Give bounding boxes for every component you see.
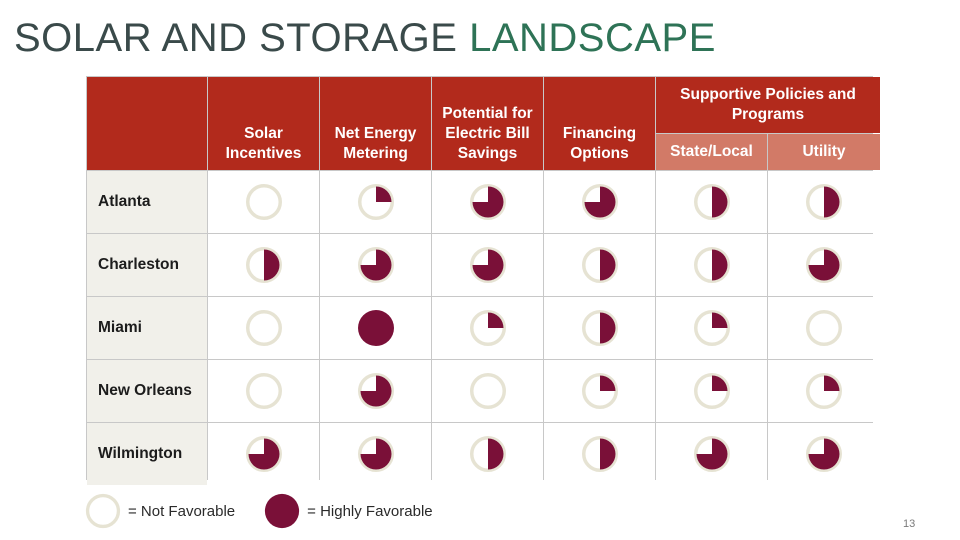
harvey-ball-icon	[581, 184, 618, 220]
rating-cell-net-energy-metering	[320, 360, 431, 422]
rating-cell-financing-options	[544, 297, 655, 359]
empty-ball-icon	[85, 493, 121, 529]
row-label: Charleston	[87, 234, 207, 296]
harvey-ball-icon	[469, 436, 506, 472]
harvey-ball-icon	[469, 373, 506, 409]
ratings-table: Solar Incentives Net Energy Metering Pot…	[86, 76, 880, 485]
harvey-ball-icon	[693, 373, 730, 409]
row-label: Wilmington	[87, 423, 207, 485]
slide-title: SOLAR AND STORAGE LANDSCAPE	[14, 14, 716, 62]
harvey-ball-icon	[806, 310, 842, 346]
legend-not-favorable-label: = Not Favorable	[128, 502, 236, 520]
legend-highly-favorable: = Highly Favorable	[263, 492, 433, 530]
header-financing-options: Financing Options	[544, 77, 655, 170]
header-solar-incentives: Solar Incentives	[208, 77, 319, 170]
full-ball-icon	[265, 493, 300, 529]
highly-favorable-icon	[263, 492, 301, 530]
header-net-energy-metering: Net Energy Metering	[320, 77, 431, 170]
row-label: New Orleans	[87, 360, 207, 422]
row-label: Miami	[87, 297, 207, 359]
rating-cell-solar-incentives	[208, 297, 319, 359]
header-state-local: State/Local	[656, 134, 767, 170]
harvey-ball-icon	[581, 247, 618, 283]
harvey-ball-icon	[245, 247, 282, 283]
rating-cell-net-energy-metering	[320, 171, 431, 233]
not-favorable-icon	[84, 492, 122, 530]
rating-cell-potential-savings	[432, 423, 543, 485]
harvey-ball-icon	[469, 247, 506, 283]
harvey-ball-icon	[357, 184, 394, 220]
harvey-ball-icon	[806, 247, 842, 283]
harvey-ball-icon	[469, 310, 506, 346]
rating-cell-financing-options	[544, 423, 655, 485]
rating-cell-solar-incentives	[208, 171, 319, 233]
rating-cell-utility	[768, 423, 880, 485]
header-utility: Utility	[768, 134, 880, 170]
harvey-ball-icon	[693, 310, 730, 346]
header-potential-savings: Potential for Electric Bill Savings	[432, 77, 543, 170]
rating-cell-utility	[768, 297, 880, 359]
harvey-ball-icon	[693, 247, 730, 283]
rating-cell-net-energy-metering	[320, 297, 431, 359]
rating-cell-utility	[768, 360, 880, 422]
harvey-ball-icon	[245, 373, 282, 409]
rating-cell-potential-savings	[432, 360, 543, 422]
harvey-ball-icon	[245, 310, 282, 346]
rating-cell-net-energy-metering	[320, 234, 431, 296]
harvey-ball-icon	[357, 373, 394, 409]
rating-cell-state-local	[656, 423, 767, 485]
rating-cell-state-local	[656, 171, 767, 233]
rating-cell-utility	[768, 234, 880, 296]
rating-cell-potential-savings	[432, 297, 543, 359]
rating-cell-financing-options	[544, 234, 655, 296]
harvey-ball-icon	[581, 310, 618, 346]
harvey-ball-icon	[806, 184, 842, 220]
harvey-ball-icon	[693, 436, 730, 472]
harvey-ball-icon	[245, 436, 282, 472]
title-part-2: LANDSCAPE	[469, 16, 716, 60]
harvey-ball-icon	[806, 373, 842, 409]
legend-highly-favorable-label: = Highly Favorable	[307, 502, 433, 520]
rating-cell-potential-savings	[432, 234, 543, 296]
harvey-ball-icon	[357, 436, 394, 472]
harvey-ball-icon	[581, 373, 618, 409]
page-number: 13	[903, 518, 916, 530]
harvey-ball-icon	[245, 184, 282, 220]
row-label: Atlanta	[87, 171, 207, 233]
rating-cell-solar-incentives	[208, 423, 319, 485]
harvey-ball-icon	[693, 184, 730, 220]
rating-cell-financing-options	[544, 171, 655, 233]
rating-cell-net-energy-metering	[320, 423, 431, 485]
rating-cell-financing-options	[544, 360, 655, 422]
rating-cell-solar-incentives	[208, 360, 319, 422]
title-part-1: SOLAR AND STORAGE	[14, 16, 458, 60]
rating-cell-solar-incentives	[208, 234, 319, 296]
harvey-ball-icon	[581, 436, 618, 472]
rating-cell-state-local	[656, 297, 767, 359]
rating-cell-utility	[768, 171, 880, 233]
harvey-ball-icon	[806, 436, 842, 472]
legend: = Not Favorable = Highly Favorable	[84, 491, 433, 531]
harvey-ball-icon	[357, 247, 394, 283]
header-corner	[87, 77, 207, 170]
rating-cell-state-local	[656, 360, 767, 422]
rating-cell-state-local	[656, 234, 767, 296]
harvey-ball-icon	[469, 184, 506, 220]
legend-not-favorable: = Not Favorable	[84, 492, 235, 530]
rating-cell-potential-savings	[432, 171, 543, 233]
header-supportive-policies: Supportive Policies and Programs	[656, 77, 880, 133]
harvey-ball-icon	[357, 310, 394, 346]
